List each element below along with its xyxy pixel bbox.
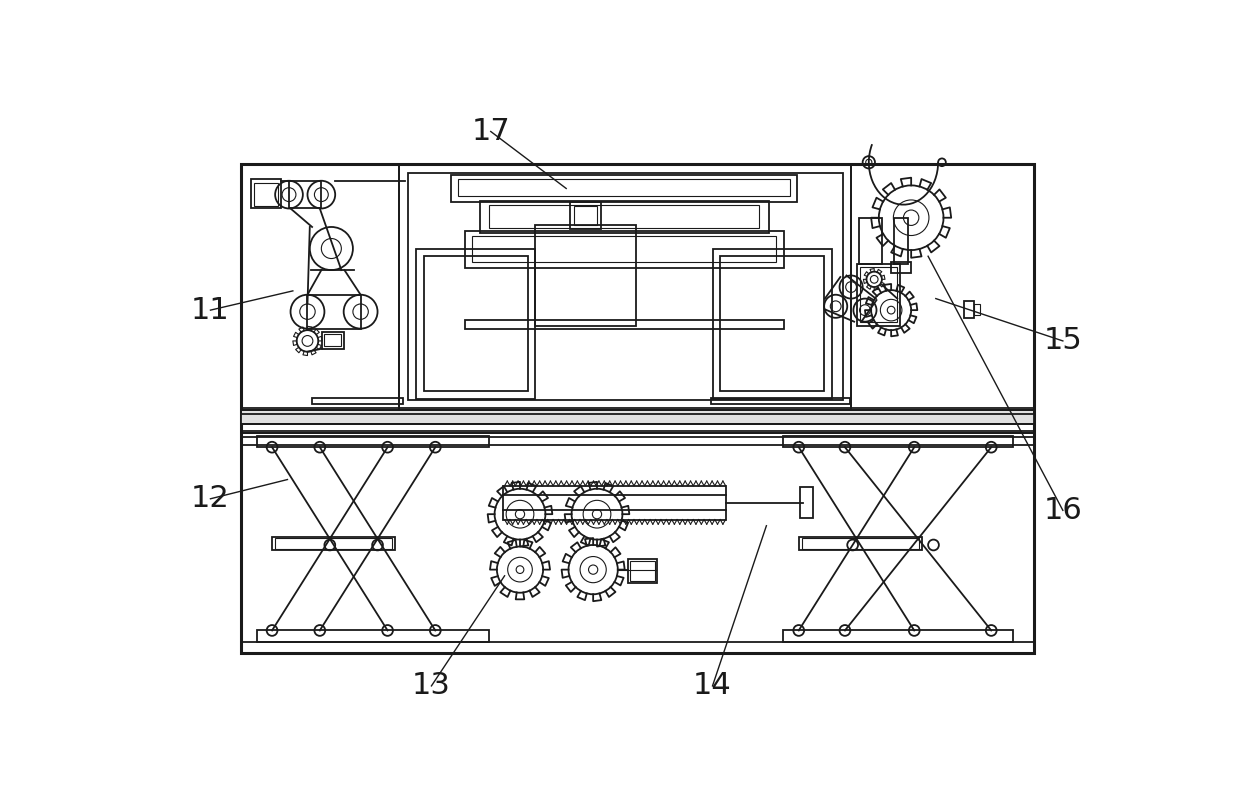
Bar xyxy=(312,398,403,404)
Bar xyxy=(799,537,921,550)
Bar xyxy=(289,181,321,208)
Bar xyxy=(857,264,899,325)
Bar xyxy=(242,642,1034,653)
Bar xyxy=(308,295,361,328)
Bar xyxy=(275,538,392,549)
Bar xyxy=(720,257,825,391)
Text: 15: 15 xyxy=(1044,326,1083,355)
Bar xyxy=(713,249,832,399)
Bar xyxy=(322,332,343,349)
Bar xyxy=(472,236,776,262)
Bar xyxy=(490,205,759,228)
Bar xyxy=(424,257,528,391)
Bar xyxy=(272,537,396,550)
Bar xyxy=(465,320,784,329)
Text: 12: 12 xyxy=(191,484,229,513)
Bar xyxy=(242,433,1034,445)
Bar xyxy=(892,262,911,274)
Text: 13: 13 xyxy=(412,671,451,700)
Bar xyxy=(574,206,596,225)
Bar xyxy=(630,561,655,581)
Bar xyxy=(859,218,882,264)
Bar xyxy=(459,179,790,196)
Bar xyxy=(242,424,1034,433)
Bar xyxy=(503,510,727,520)
Bar xyxy=(570,203,601,229)
Bar xyxy=(242,164,399,410)
Bar xyxy=(894,218,908,264)
Bar xyxy=(417,249,536,399)
Bar xyxy=(784,436,1013,447)
Bar xyxy=(399,164,851,410)
Bar xyxy=(536,225,635,325)
Text: 11: 11 xyxy=(191,295,229,324)
Bar xyxy=(242,410,1034,424)
Bar xyxy=(973,304,980,315)
Bar xyxy=(465,231,784,268)
Bar xyxy=(257,630,490,642)
Text: 17: 17 xyxy=(471,117,510,146)
Bar xyxy=(450,175,797,203)
Bar xyxy=(861,267,897,323)
Bar xyxy=(965,301,973,318)
Bar xyxy=(480,201,769,233)
Text: 16: 16 xyxy=(1044,495,1083,525)
Bar xyxy=(408,173,843,400)
Bar xyxy=(325,334,341,346)
Bar xyxy=(627,558,657,583)
Bar xyxy=(503,486,727,495)
Bar xyxy=(711,398,849,404)
Text: 14: 14 xyxy=(693,671,732,700)
Bar xyxy=(242,408,1034,414)
Bar xyxy=(802,538,919,549)
Bar xyxy=(800,487,813,518)
Bar xyxy=(851,164,1034,410)
Bar xyxy=(784,630,1013,642)
Bar xyxy=(242,431,1034,437)
Bar xyxy=(250,179,281,208)
Bar xyxy=(257,436,490,447)
Bar xyxy=(242,164,1034,653)
Bar xyxy=(253,183,278,206)
